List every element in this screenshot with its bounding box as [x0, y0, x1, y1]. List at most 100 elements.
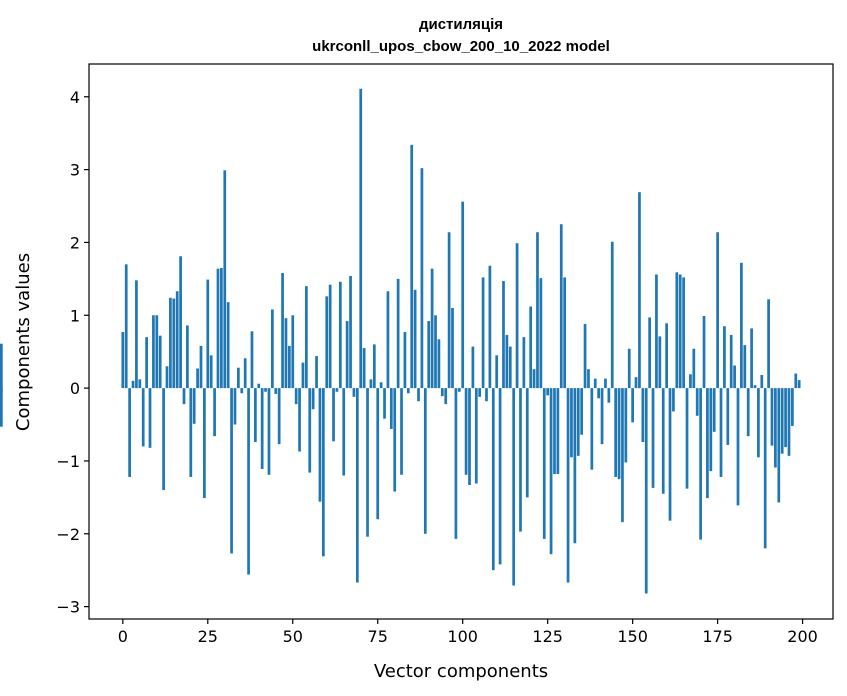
- bar: [495, 355, 499, 389]
- bar: [141, 388, 145, 447]
- bar: [274, 388, 278, 394]
- bar: [155, 315, 159, 389]
- bar: [220, 267, 223, 389]
- x-tick-label: 25: [198, 627, 218, 646]
- bar: [678, 274, 682, 389]
- bar: [250, 331, 254, 389]
- bar: [355, 388, 359, 583]
- bar: [624, 388, 628, 463]
- bar: [549, 388, 553, 555]
- bar: [413, 289, 417, 389]
- bar: [243, 358, 247, 389]
- bar: [294, 388, 298, 405]
- bar: [396, 278, 400, 389]
- bar: [148, 388, 152, 448]
- x-tick-label: 0: [118, 627, 128, 646]
- bar: [128, 388, 131, 477]
- bar: [502, 281, 505, 389]
- bar: [206, 279, 210, 389]
- bar: [536, 232, 539, 389]
- bars-group: [0, 88, 801, 594]
- bar: [733, 365, 736, 389]
- y-tick-label: 4: [70, 88, 80, 107]
- bar: [366, 388, 369, 537]
- bar: [488, 265, 492, 389]
- bar: [454, 388, 458, 539]
- bar: [689, 374, 692, 389]
- bar: [420, 168, 424, 389]
- bar: [325, 296, 329, 389]
- bar: [767, 299, 770, 389]
- bar: [277, 388, 281, 445]
- bar: [797, 380, 801, 389]
- bar: [332, 388, 335, 442]
- bar: [576, 388, 580, 456]
- bar: [580, 388, 584, 435]
- bar: [447, 232, 451, 389]
- bar: [570, 388, 573, 458]
- bar: [386, 291, 390, 389]
- bar: [298, 388, 301, 452]
- x-tick-label: 75: [368, 627, 388, 646]
- bar: [593, 378, 597, 389]
- bar: [763, 388, 767, 549]
- bar: [240, 388, 244, 394]
- bar: [281, 273, 284, 389]
- bar: [597, 388, 601, 399]
- bar: [410, 144, 414, 389]
- bar: [124, 264, 128, 389]
- y-tick-label: 3: [70, 161, 80, 180]
- bar: [750, 328, 753, 389]
- x-tick-label: 150: [617, 627, 648, 646]
- bar: [338, 281, 342, 389]
- bar: [587, 369, 590, 389]
- bar: [566, 388, 570, 583]
- bar: [135, 280, 138, 389]
- bar: [651, 388, 655, 488]
- bar: [138, 379, 142, 389]
- bar: [621, 388, 624, 523]
- bar: [172, 298, 176, 389]
- bar: [685, 388, 689, 489]
- x-axis-label: Vector components: [374, 661, 548, 682]
- bar: [491, 388, 495, 571]
- bar: [692, 348, 696, 389]
- bar: [301, 362, 305, 389]
- bar: [226, 302, 230, 389]
- bar: [437, 339, 441, 389]
- bar: [352, 388, 356, 397]
- plot-frame: [88, 63, 834, 620]
- bar: [237, 367, 240, 389]
- bar: [573, 388, 577, 544]
- bar: [726, 388, 730, 445]
- y-axis-label: Components values: [13, 253, 34, 431]
- bar: [165, 366, 169, 389]
- bar: [311, 388, 315, 410]
- bar: [464, 388, 468, 475]
- x-tick-label: 125: [532, 627, 563, 646]
- bar: [661, 388, 665, 494]
- bar: [641, 388, 645, 443]
- bar: [247, 388, 250, 575]
- bar: [716, 232, 719, 389]
- bar: [757, 388, 760, 458]
- bar: [345, 321, 349, 389]
- bar: [508, 346, 512, 389]
- bar: [675, 272, 679, 389]
- bar: [369, 379, 373, 389]
- chart-subtitle: ukrconll_upos_cbow_200_10_2022 model: [312, 38, 610, 55]
- bar: [223, 170, 227, 389]
- bar: [658, 336, 662, 389]
- bar: [777, 388, 781, 503]
- bar: [627, 348, 631, 389]
- bar: [617, 388, 621, 480]
- bar: [736, 388, 740, 506]
- bar: [644, 388, 648, 594]
- bar: [583, 324, 587, 389]
- bar: [213, 388, 216, 437]
- bar: [481, 277, 485, 389]
- bar: [525, 388, 529, 498]
- bar: [478, 388, 482, 397]
- bar: [519, 388, 522, 532]
- y-tick-label: −1: [56, 452, 80, 471]
